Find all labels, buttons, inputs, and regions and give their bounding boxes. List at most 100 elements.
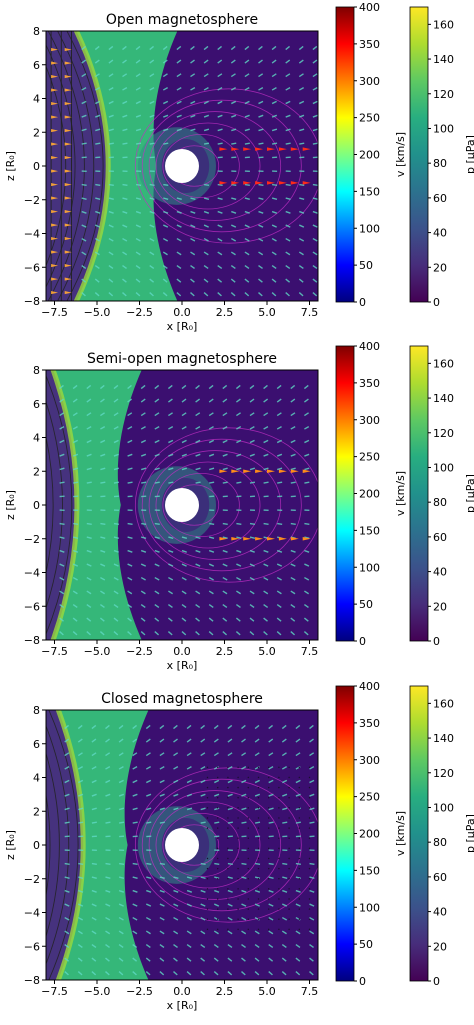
velocity-arrow xyxy=(95,143,100,144)
velocity-arrow xyxy=(100,482,105,483)
velocity-dot xyxy=(207,929,208,930)
velocity-dot xyxy=(207,888,208,889)
velocity-arrow xyxy=(65,864,70,865)
velocity-dot xyxy=(288,807,289,808)
velocity-dot xyxy=(207,817,208,818)
velocity-arrow xyxy=(87,482,92,483)
velocity-dot xyxy=(309,878,310,879)
velocity-arrow xyxy=(160,822,165,823)
velocity-arrow xyxy=(272,185,277,186)
velocity-dot xyxy=(258,908,259,909)
velocity-arrow xyxy=(269,864,274,865)
velocity-arrow xyxy=(141,482,146,483)
velocity-dot xyxy=(278,807,279,808)
velocity-arrow xyxy=(201,864,206,865)
colorbar-tick-label: 50 xyxy=(359,938,373,951)
y-tick-label: 8 xyxy=(33,364,40,377)
velocity-dot xyxy=(309,838,310,839)
x-tick-label: 7.5 xyxy=(301,985,319,998)
panel-title: Semi-open magnetosphere xyxy=(87,351,277,367)
velocity-arrow xyxy=(196,482,201,483)
velocity-arrow xyxy=(291,524,296,525)
velocity-dot xyxy=(278,777,279,778)
velocity-dot xyxy=(268,827,269,828)
velocity-dot xyxy=(237,827,238,828)
y-tick-label: 4 xyxy=(33,772,40,785)
colorbar-tick-label: 0 xyxy=(359,296,366,309)
velocity-dot xyxy=(268,888,269,889)
planet xyxy=(165,828,199,862)
velocity-dot xyxy=(288,929,289,930)
velocity-dot xyxy=(258,797,259,798)
velocity-dot xyxy=(248,929,249,930)
velocity-arrow xyxy=(133,822,138,823)
y-axis-label: z [R₀] xyxy=(4,151,17,181)
velocity-dot xyxy=(248,898,249,899)
x-tick-label: 5.0 xyxy=(258,645,276,658)
velocity-dot xyxy=(207,898,208,899)
velocity-arrow xyxy=(78,864,83,865)
y-tick-label: −2 xyxy=(24,194,40,207)
velocity-dot xyxy=(237,878,238,879)
velocity-dot xyxy=(258,838,259,839)
x-tick-label: 5.0 xyxy=(258,306,276,319)
colorbar-tick-label: 140 xyxy=(433,732,454,745)
velocity-dot xyxy=(309,807,310,808)
velocity-dot xyxy=(288,787,289,788)
velocity-dot xyxy=(237,888,238,889)
velocity-dot xyxy=(248,797,249,798)
velocity-arrow xyxy=(123,185,128,186)
velocity-dot xyxy=(207,777,208,778)
velocity-dot xyxy=(309,919,310,920)
velocity-arrow xyxy=(286,185,291,186)
colorbar-tick-label: 300 xyxy=(359,754,380,767)
velocity-arrow xyxy=(310,864,315,865)
velocity-dot xyxy=(217,827,218,828)
colorbar-tick-label: 100 xyxy=(433,461,454,474)
velocity-arrow xyxy=(228,864,233,865)
velocity-dot xyxy=(309,898,310,899)
velocity-arrow xyxy=(250,482,255,483)
colorbar-tick-label: 50 xyxy=(359,259,373,272)
colorbar-tick-label: 60 xyxy=(433,871,447,884)
x-tick-label: −7.5 xyxy=(41,306,68,319)
velocity-dot xyxy=(288,858,289,859)
velocity-dot xyxy=(227,908,228,909)
velocity-dot xyxy=(288,868,289,869)
colorbar-tick-label: 250 xyxy=(359,112,380,125)
velocity-arrow xyxy=(204,143,209,144)
velocity-arrow xyxy=(141,524,146,525)
x-tick-label: 2.5 xyxy=(216,645,234,658)
colorbar-tick-label: 160 xyxy=(433,18,454,31)
colorbar-tick-label: 160 xyxy=(433,697,454,710)
velocity-arrow xyxy=(269,822,274,823)
velocity-dot xyxy=(217,858,218,859)
velocity-dot xyxy=(299,868,300,869)
velocity-dot xyxy=(227,919,228,920)
velocity-arrow xyxy=(313,185,318,186)
colorbar-label: p [μPa] xyxy=(464,814,474,853)
velocity-dot xyxy=(309,817,310,818)
velocity-arrow xyxy=(255,864,260,865)
velocity-arrow xyxy=(304,524,309,525)
velocity-dot xyxy=(237,767,238,768)
velocity-arrow xyxy=(304,482,309,483)
velocity-arrow xyxy=(73,524,78,525)
velocity-dot xyxy=(278,838,279,839)
velocity-dot xyxy=(207,868,208,869)
velocity-dot xyxy=(248,878,249,879)
velocity-dot xyxy=(248,817,249,818)
velocity-dot xyxy=(299,929,300,930)
velocity-dot xyxy=(217,767,218,768)
velocity-dot xyxy=(299,767,300,768)
velocity-dot xyxy=(248,807,249,808)
velocity-dot xyxy=(258,919,259,920)
y-tick-label: −4 xyxy=(24,567,40,580)
velocity-dot xyxy=(258,848,259,849)
velocity-dot xyxy=(299,807,300,808)
velocity-dot xyxy=(288,797,289,798)
velocity-dot xyxy=(258,767,259,768)
velocity-dot xyxy=(248,848,249,849)
velocity-arrow xyxy=(277,482,282,483)
y-tick-label: −2 xyxy=(24,873,40,886)
